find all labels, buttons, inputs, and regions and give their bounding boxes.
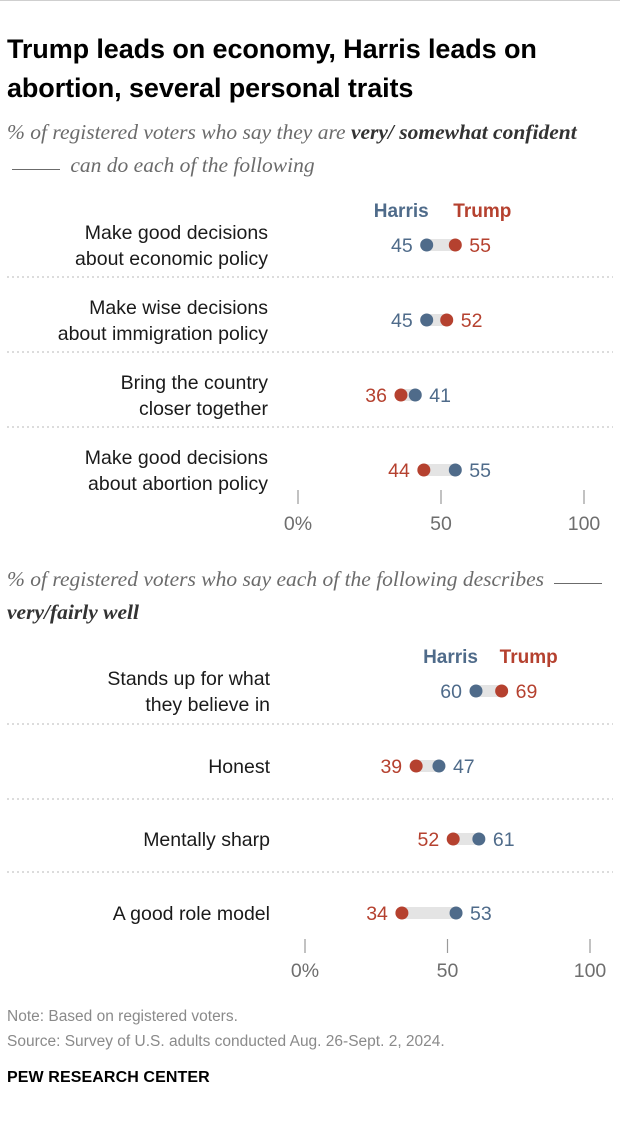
- chart-panel-confidence: Harris Trump Make good decisions about econ…: [7, 201, 613, 535]
- range-bar: [423, 464, 456, 476]
- data-label-trump: 36: [365, 385, 387, 407]
- category-label: Stands up for what: [107, 668, 270, 690]
- dot-trump: [395, 906, 409, 920]
- legend-trump: Trump: [453, 201, 511, 222]
- data-label-harris: 55: [469, 460, 491, 482]
- axis-tick-label: 0%: [291, 960, 319, 982]
- category-label: about immigration policy: [58, 323, 269, 345]
- data-label-harris: 60: [440, 681, 462, 703]
- dot-trump: [495, 684, 509, 698]
- axis-tick-label: 0%: [284, 513, 312, 535]
- range-bar: [476, 685, 502, 697]
- dot-trump: [417, 463, 431, 477]
- dot-harris: [472, 832, 486, 846]
- data-label-trump: 52: [417, 829, 439, 851]
- category-label: Mentally sharp: [143, 829, 270, 851]
- dot-trump: [446, 832, 460, 846]
- data-label-trump: 55: [469, 235, 491, 257]
- panel1-subtitle: % of registered voters who say they are …: [7, 120, 577, 177]
- panel2-subtitle: % of registered voters who say each of t…: [7, 563, 613, 629]
- dot-trump: [394, 388, 408, 402]
- note-text: Note: Based on registered voters.: [7, 1008, 238, 1025]
- category-label: Honest: [208, 756, 270, 778]
- legend-harris: Harris: [423, 647, 478, 668]
- range-bar: [426, 239, 456, 251]
- dot-trump: [448, 238, 462, 252]
- data-label-trump: 34: [366, 903, 388, 925]
- category-label: Make wise decisions: [89, 297, 268, 319]
- dot-harris: [432, 759, 446, 773]
- dot-harris: [408, 388, 422, 402]
- data-label-trump: 52: [461, 310, 483, 332]
- dot-harris: [420, 313, 434, 327]
- axis-tick-label: 50: [437, 960, 459, 982]
- data-label-harris: 45: [391, 310, 413, 332]
- top-rule: [0, 0, 620, 1]
- data-label-harris: 47: [453, 756, 475, 778]
- dot-trump: [409, 759, 423, 773]
- chart-title: Trump leads on economy, Harris leads on …: [7, 34, 537, 103]
- dot-harris: [469, 684, 483, 698]
- data-label-harris: 45: [391, 235, 413, 257]
- legend-harris: Harris: [374, 201, 429, 222]
- category-label: they believe in: [145, 694, 270, 716]
- axis-tick-label: 100: [574, 960, 607, 982]
- source-text: Source: Survey of U.S. adults conducted …: [7, 1033, 445, 1050]
- range-bar: [453, 833, 479, 845]
- dot-harris: [420, 238, 434, 252]
- data-label-trump: 69: [516, 681, 538, 703]
- legend-trump: Trump: [500, 647, 558, 668]
- category-label: closer together: [139, 398, 268, 420]
- chart-panel-traits: Harris Trump Stands up for what they believ…: [7, 647, 613, 982]
- footnote: Note: Based on registered voters. Source…: [7, 1004, 445, 1054]
- axis-tick-label: 100: [568, 513, 601, 535]
- category-label: Bring the country: [121, 372, 269, 394]
- dot-trump: [440, 313, 454, 327]
- data-label-trump: 44: [388, 460, 410, 482]
- category-label: Make good decisions: [85, 447, 268, 469]
- data-label-trump: 39: [380, 756, 402, 778]
- data-label-harris: 53: [470, 903, 492, 925]
- category-label: about economic policy: [75, 248, 268, 270]
- category-label: Make good decisions: [85, 222, 268, 244]
- dot-harris: [449, 906, 463, 920]
- dot-harris: [448, 463, 462, 477]
- category-label: about abortion policy: [88, 473, 268, 495]
- data-label-harris: 41: [429, 385, 451, 407]
- category-label: A good role model: [113, 903, 270, 925]
- axis-tick-label: 50: [430, 513, 452, 535]
- range-bar: [401, 907, 457, 919]
- brand-logo-text: PEW RESEARCH CENTER: [7, 1069, 210, 1086]
- data-label-harris: 61: [493, 829, 515, 851]
